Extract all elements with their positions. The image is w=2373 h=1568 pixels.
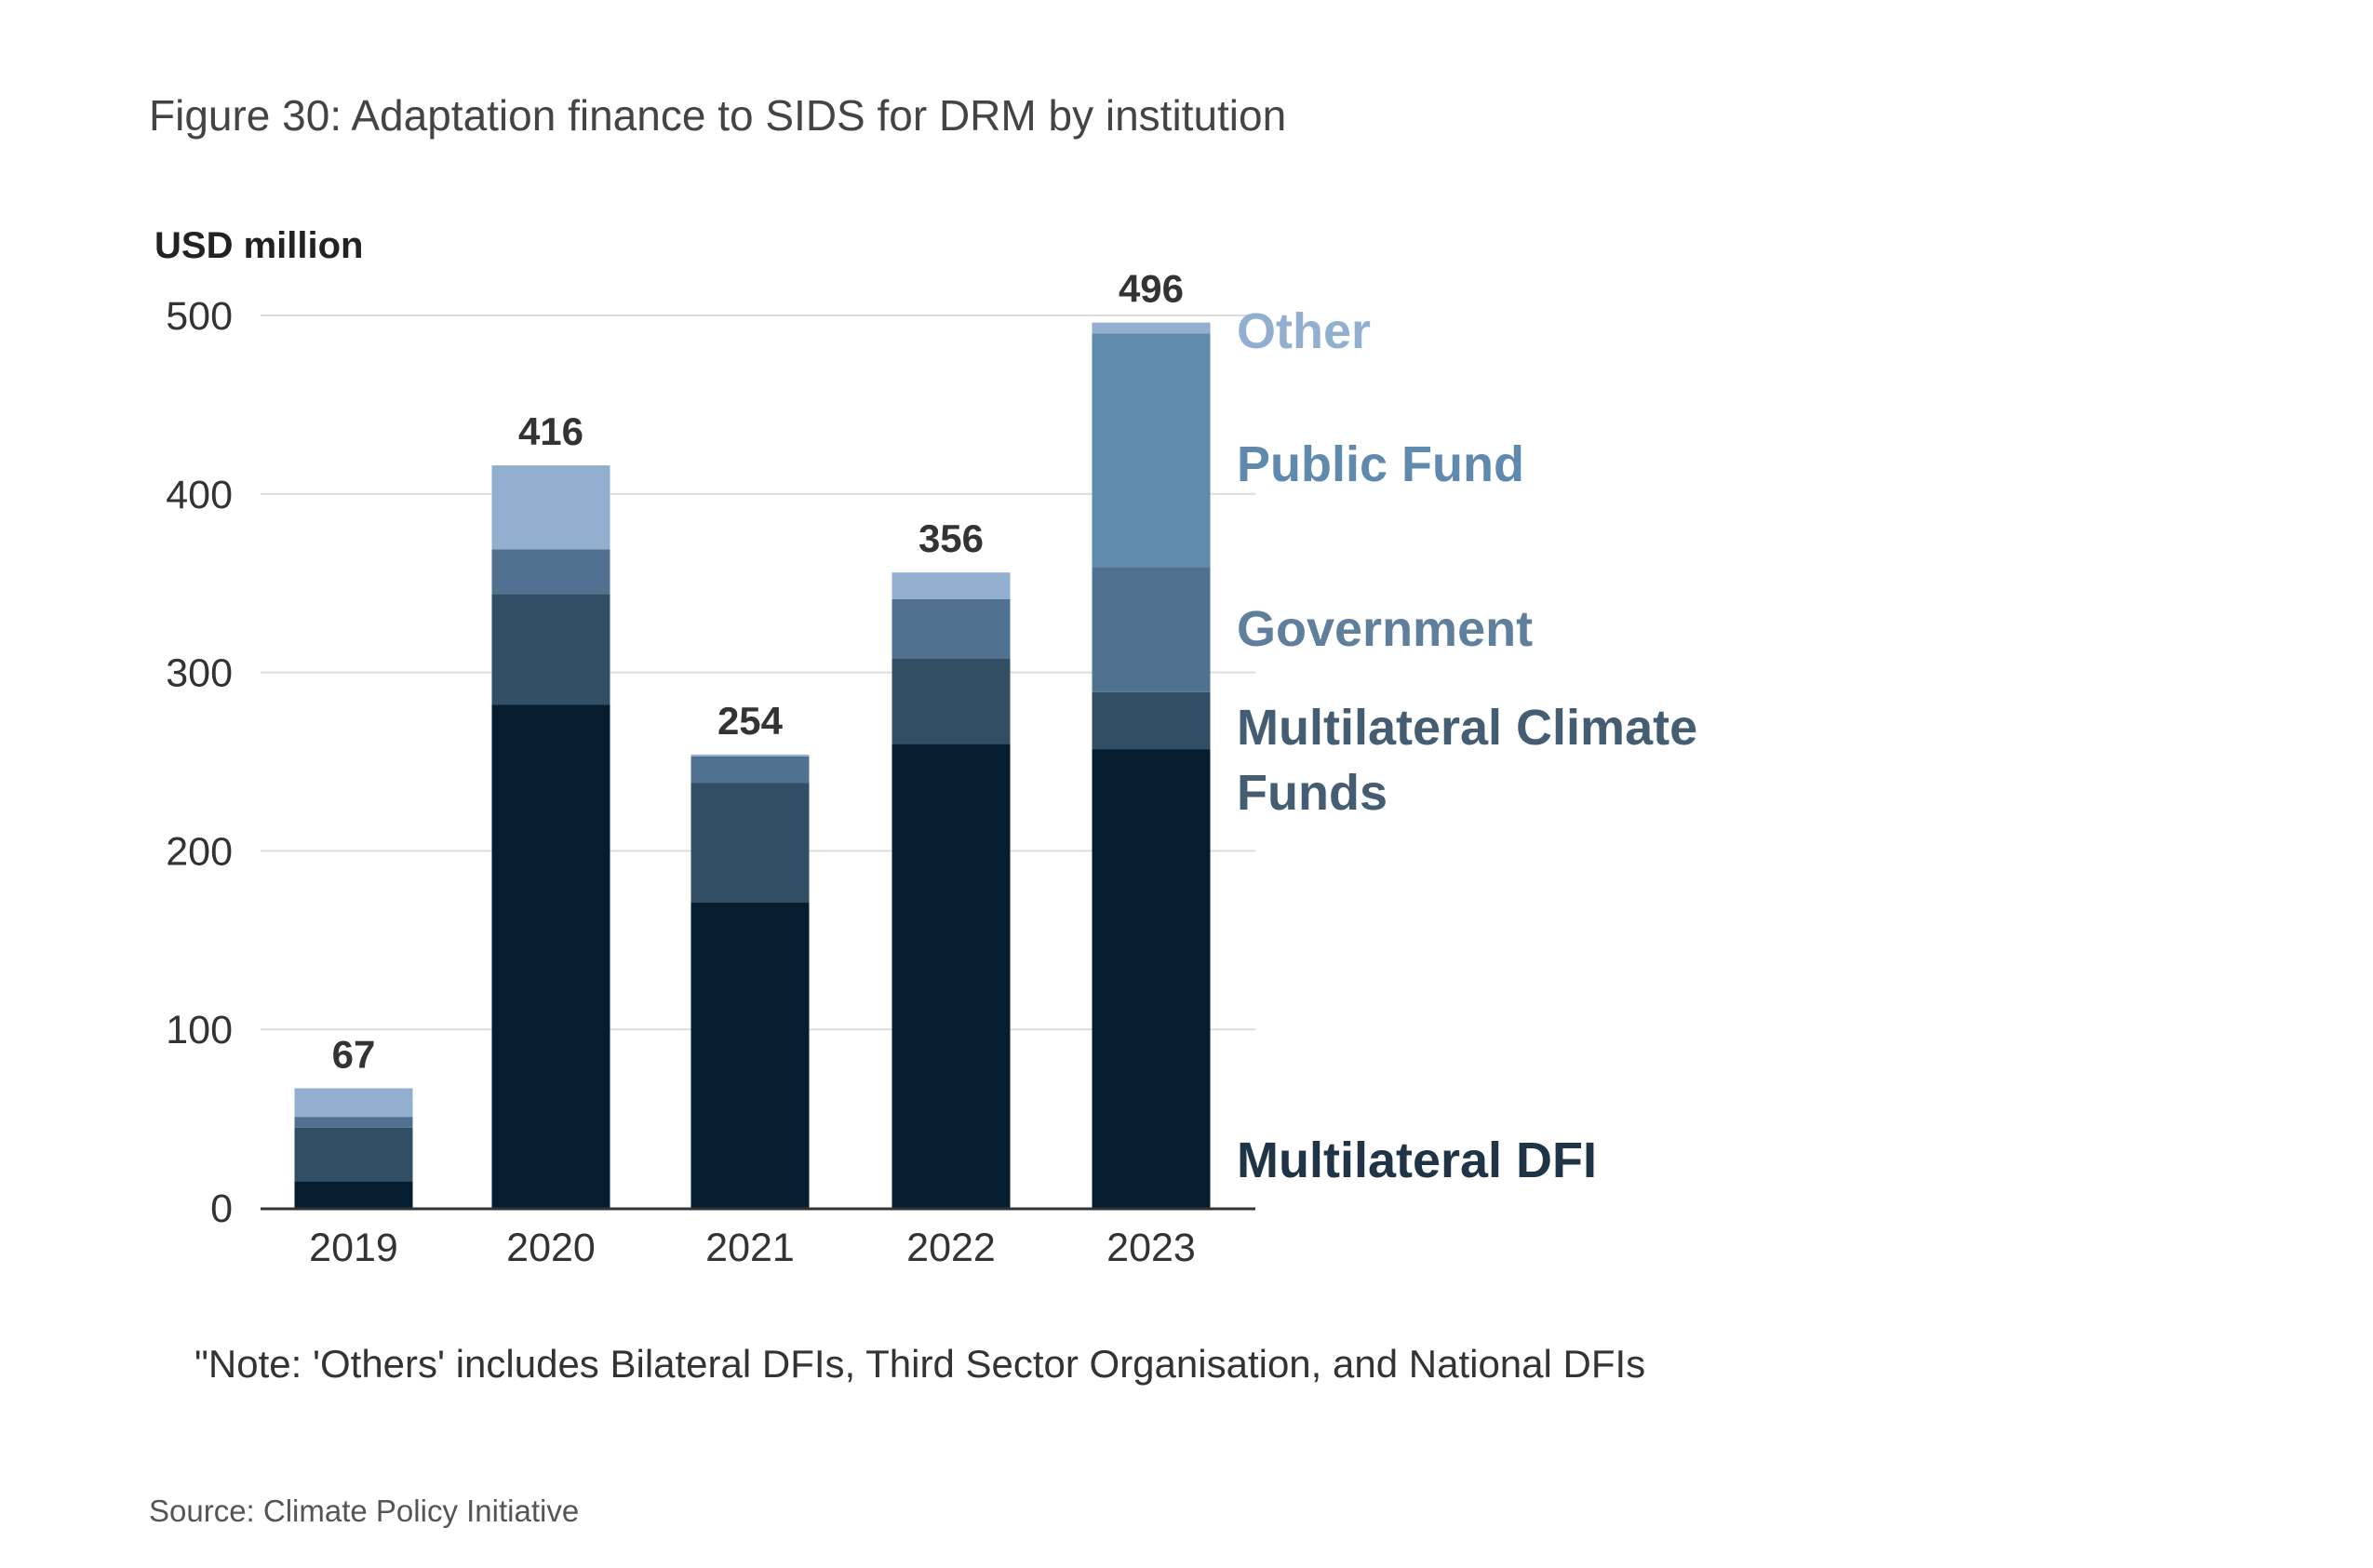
chart-source: Source: Climate Policy Initiative	[149, 1494, 579, 1528]
bar-segment-multilateral-dfi	[1092, 749, 1211, 1208]
bar-total-label: 254	[717, 699, 784, 743]
bar-segment-multilateral-climate-funds	[294, 1127, 413, 1182]
bar-segment-multilateral-dfi	[491, 704, 610, 1208]
bar-segment-other	[294, 1088, 413, 1118]
y-tick-label: 300	[166, 651, 233, 696]
y-tick-label: 0	[210, 1186, 233, 1231]
bar-segment-multilateral-climate-funds	[1092, 691, 1211, 750]
y-tick-label: 400	[166, 473, 233, 517]
legend-label: Public Fund	[1237, 436, 1524, 492]
legend-label: Multilateral Climate	[1237, 700, 1697, 756]
bar-segment-other	[1092, 322, 1211, 334]
bar-segment-multilateral-climate-funds	[491, 594, 610, 705]
bar-segment-public-fund	[1092, 333, 1211, 568]
legend-label: Other	[1237, 303, 1371, 359]
y-tick-label: 500	[166, 294, 233, 339]
bar-total-label: 416	[518, 409, 583, 453]
y-axis-label: USD million	[154, 225, 363, 266]
bar-segment-government	[294, 1117, 413, 1128]
x-tick-label: 2020	[506, 1226, 596, 1270]
bar-total-label: 67	[332, 1032, 376, 1076]
bar-total-label: 356	[918, 516, 984, 560]
bar-segment-multilateral-dfi	[690, 903, 810, 1208]
chart-title: Figure 30: Adaptation finance to SIDS fo…	[149, 91, 1286, 140]
bar-segment-other	[892, 572, 1011, 599]
bar-segment-multilateral-dfi	[294, 1181, 413, 1208]
x-tick-label: 2023	[1106, 1226, 1196, 1270]
bar-segment-multilateral-climate-funds	[690, 783, 810, 904]
bar-segment-multilateral-climate-funds	[892, 658, 1011, 744]
y-tick-label: 100	[166, 1008, 233, 1052]
x-tick-label: 2021	[705, 1226, 795, 1270]
legend-label: Multilateral DFI	[1237, 1132, 1597, 1188]
legend-label: Government	[1237, 601, 1533, 657]
bar-total-label: 496	[1119, 267, 1184, 311]
x-tick-label: 2022	[906, 1226, 996, 1270]
bar-segment-government	[491, 549, 610, 595]
bar-segment-government	[892, 598, 1011, 659]
bar-segment-multilateral-dfi	[892, 744, 1011, 1208]
x-tick-label: 2019	[309, 1226, 398, 1270]
legend-label: Funds	[1237, 765, 1388, 821]
y-tick-label: 200	[166, 829, 233, 874]
chart-note: "Note: 'Others' includes Bilateral DFIs,…	[194, 1342, 1645, 1386]
bar-segment-other	[690, 754, 810, 757]
bar-segment-government	[1092, 567, 1211, 692]
bar-segment-other	[491, 465, 610, 550]
bar-segment-government	[690, 756, 810, 784]
